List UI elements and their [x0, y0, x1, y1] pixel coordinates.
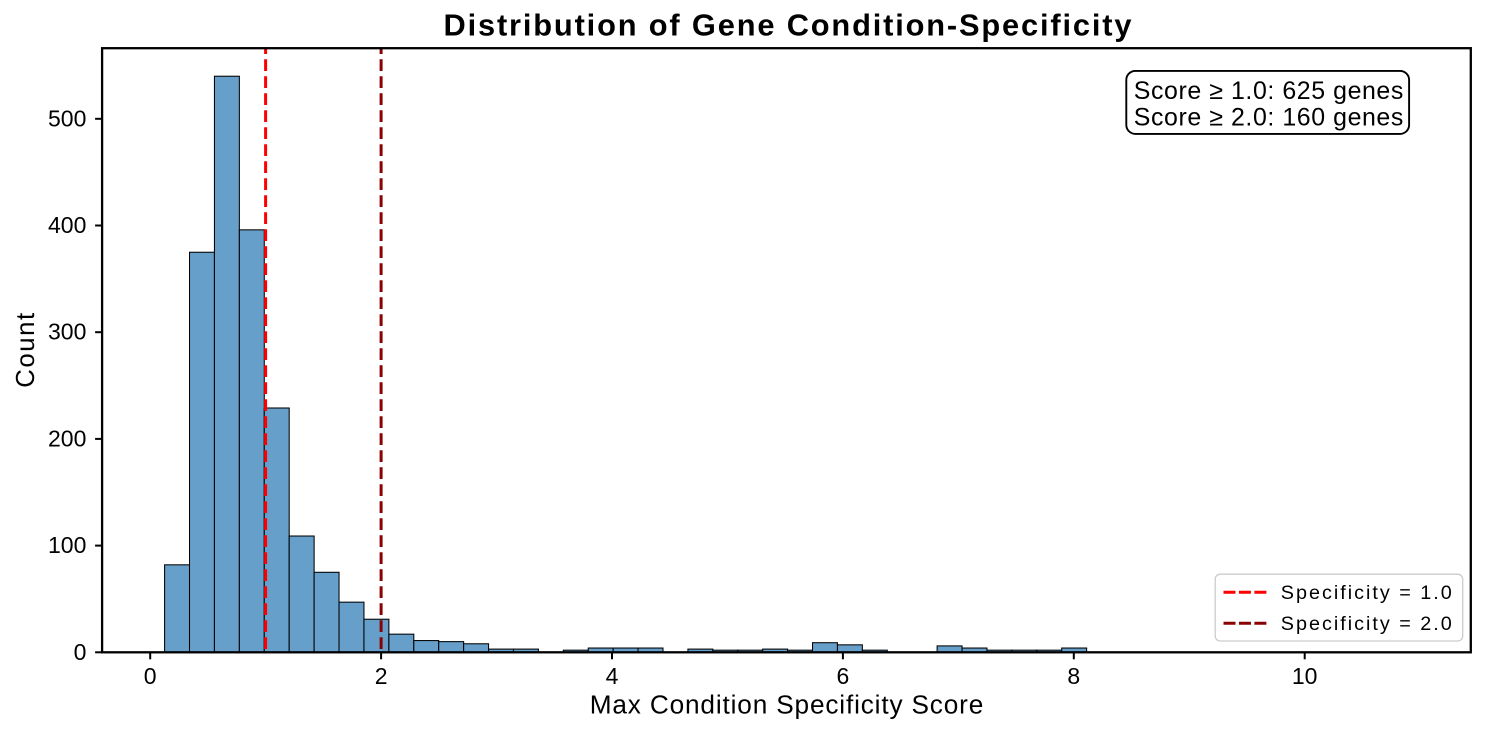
svg-text:400: 400: [48, 212, 86, 238]
svg-text:Distribution of Gene Condition: Distribution of Gene Condition-Specifici…: [444, 8, 1132, 43]
svg-text:500: 500: [48, 105, 86, 131]
svg-text:300: 300: [48, 319, 86, 345]
svg-text:10: 10: [1292, 663, 1318, 689]
svg-text:2: 2: [375, 663, 388, 689]
svg-text:200: 200: [48, 425, 86, 451]
svg-text:4: 4: [606, 663, 619, 689]
svg-text:0: 0: [74, 639, 87, 665]
svg-text:Max Condition Specificity Scor: Max Condition Specificity Score: [590, 689, 984, 719]
svg-text:Score ≥ 1.0: 625 genes: Score ≥ 1.0: 625 genes: [1134, 77, 1404, 105]
svg-text:6: 6: [837, 663, 850, 689]
svg-text:100: 100: [48, 532, 86, 558]
svg-text:Count: Count: [12, 313, 40, 388]
svg-text:0: 0: [144, 663, 157, 689]
svg-text:Score ≥ 2.0: 160 genes: Score ≥ 2.0: 160 genes: [1134, 104, 1404, 132]
svg-text:Specificity = 2.0: Specificity = 2.0: [1281, 613, 1452, 635]
svg-text:8: 8: [1067, 663, 1080, 689]
svg-text:Specificity = 1.0: Specificity = 1.0: [1281, 582, 1452, 604]
